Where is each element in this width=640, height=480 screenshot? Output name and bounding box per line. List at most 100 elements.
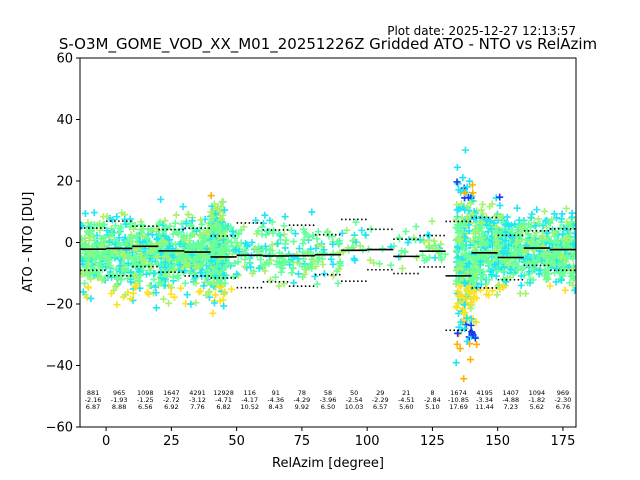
scatter-marker [313,280,321,288]
scatter-marker [190,242,198,250]
scatter-marker [460,375,468,383]
axes: 0 25 50 75 100 125 150 175 −60 −40 −20 0 20 40 60 [46,52,576,450]
scatter-marker [485,291,493,299]
scatter-marker [197,255,205,263]
scatter-marker [314,228,322,236]
scatter-marker [99,221,107,229]
scatter-marker [500,268,508,276]
scatter-marker [511,220,519,228]
scatter-marker [203,245,211,253]
scatter-marker [482,216,490,224]
scatter-marker [115,234,123,242]
scatter-marker [454,287,462,295]
scatter-marker [522,236,530,244]
scatter-marker [559,230,567,238]
scatter-points [80,146,576,383]
scatter-marker [216,297,224,305]
scatter-marker [122,220,130,228]
scatter-marker [477,239,485,247]
scatter-marker [126,234,134,242]
scatter-marker [480,271,488,279]
scatter-marker [110,236,118,244]
scatter-marker [546,218,554,226]
bin-median-label: -2.16 [85,396,102,404]
scatter-marker [454,228,462,236]
y-axis-label: ATO - NTO [DU] [21,192,36,293]
scatter-marker [218,260,226,268]
y-tick-label: 40 [56,113,73,128]
scatter-marker [262,231,270,239]
scatter-marker [513,239,521,247]
scatter-marker [473,254,481,262]
scatter-marker [299,248,307,256]
scatter-marker [543,224,551,232]
scatter-marker [265,227,273,235]
scatter-marker [174,272,182,280]
scatter-marker [483,239,491,247]
scatter-marker [274,240,282,248]
scatter-marker [491,261,499,269]
scatter-marker [280,230,288,238]
scatter-marker [522,290,530,298]
bin-median-label: -4.51 [398,396,415,404]
scatter-marker [543,229,551,237]
bin-count-label: 1407 [502,389,519,397]
scatter-marker [533,256,541,264]
scatter-marker [454,253,462,261]
scatter-marker [136,272,144,280]
scatter-marker [462,320,470,328]
scatter-marker [518,265,526,273]
scatter-marker [118,209,126,217]
x-tick-label: 25 [163,434,180,449]
scatter-marker [90,209,98,217]
scatter-marker [493,228,501,235]
scatter-marker [338,229,346,237]
scatter-marker [196,226,204,234]
scatter-marker [453,178,461,186]
scatter-marker [95,252,103,260]
scatter-marker [455,205,463,213]
scatter-marker [423,255,431,263]
scatter-marker [457,318,465,326]
scatter-marker [436,249,444,257]
scatter-marker [470,215,478,223]
scatter-marker [166,265,174,273]
scatter-marker [110,252,118,260]
scatter-marker [558,210,566,218]
scatter-marker [401,248,409,256]
scatter-marker [184,253,192,261]
scatter-marker [146,282,154,290]
scatter-marker [490,219,498,227]
bin-median-label: -2.29 [372,396,389,404]
scatter-marker [335,265,343,273]
scatter-marker [504,220,512,228]
scatter-marker [241,262,249,270]
scatter-marker [465,259,473,267]
scatter-marker [80,222,86,230]
scatter-marker [166,222,174,230]
scatter-marker [255,264,263,272]
bin-spread-label: 6.50 [321,403,335,411]
scatter-marker [186,241,194,249]
scatter-marker [569,255,576,263]
scatter-marker [275,282,283,290]
bin-spread-label: 6.82 [216,403,230,411]
scatter-marker [190,258,198,266]
scatter-marker [211,291,219,299]
scatter-marker [466,241,474,249]
scatter-marker [197,240,205,248]
scatter-marker [209,278,217,286]
scatter-marker [525,220,533,228]
scatter-marker [463,314,471,322]
scatter-marker [87,295,95,303]
bin-spread-label: 6.92 [164,403,178,411]
scatter-marker [496,193,504,201]
scatter-marker [109,270,117,278]
scatter-marker [477,206,485,214]
scatter-marker [290,253,298,261]
scatter-marker [571,229,576,237]
bin-spread-label: 9.92 [295,403,309,411]
scatter-marker [90,265,98,273]
scatter-marker [247,263,255,271]
scatter-marker [135,277,143,285]
